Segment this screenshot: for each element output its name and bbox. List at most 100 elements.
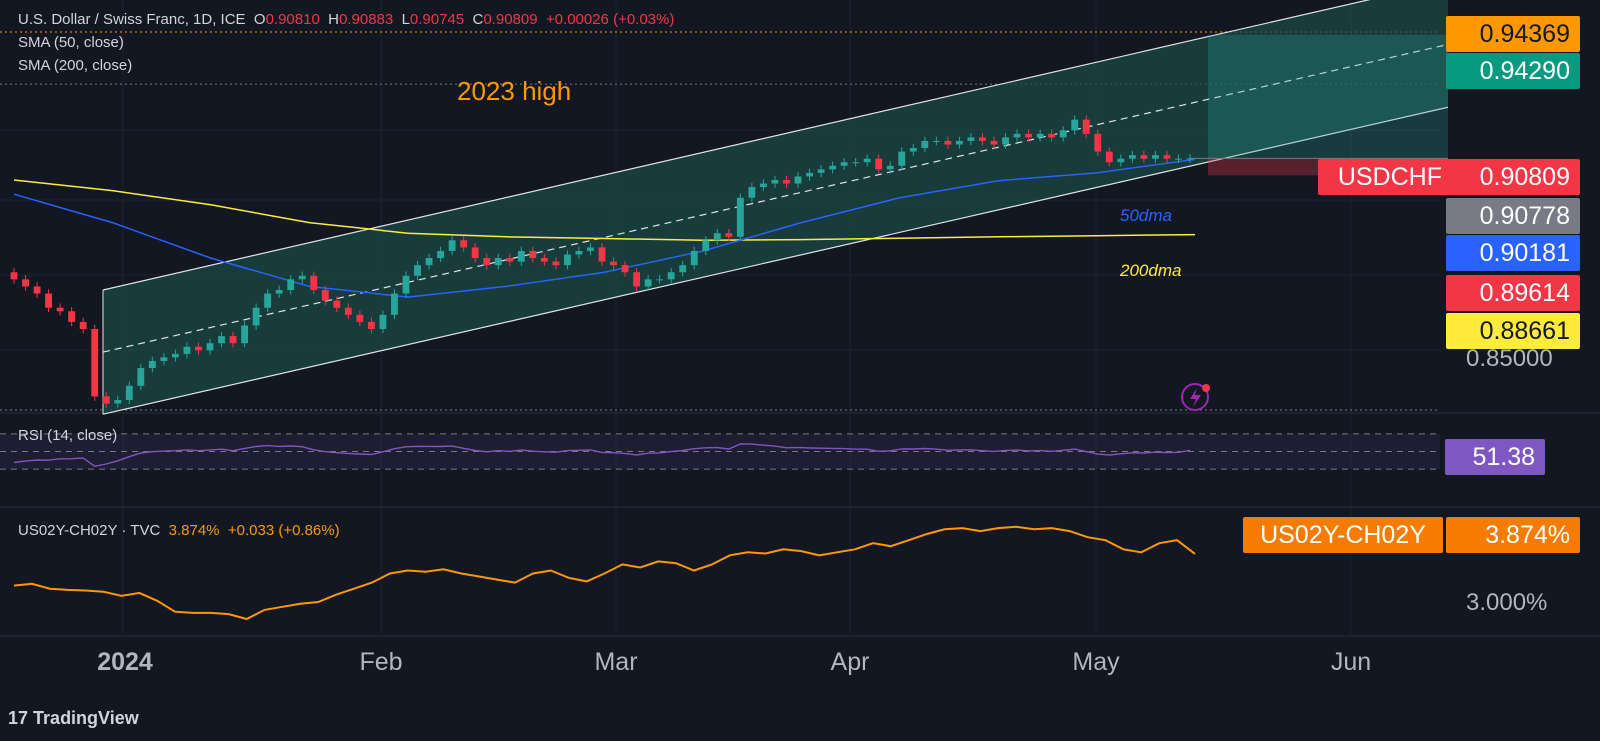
candle-57 [667,267,675,284]
annotation-50dma: 50dma [1120,206,1172,225]
candle-body-40 [471,247,479,259]
candle-12 [148,356,156,373]
candle-88 [1025,129,1033,142]
candle-29 [344,303,352,320]
symbol-title: U.S. Dollar / Swiss Franc, 1D, ICE [18,11,246,28]
rsi-legend[interactable]: RSI (14, close) [18,427,118,444]
candle-9 [114,395,122,408]
rsi-line [13,443,1191,468]
candle-body-101 [1175,158,1182,160]
candle-body-5 [68,311,76,322]
candle-body-46 [540,258,548,262]
candle-38 [448,236,456,256]
candle-body-17 [206,343,214,351]
x-label-year: 2024 [97,648,153,676]
candle-30 [356,310,364,327]
lightning-icon-ring [1181,383,1209,411]
candle-67 [783,175,790,188]
candle-body-64 [748,187,756,198]
candle-body-34 [402,275,410,294]
candle-body-31 [367,321,375,330]
candle-76 [886,161,894,174]
candle-85 [990,136,998,149]
candle-body-97 [1128,155,1136,159]
candle-body-78 [909,148,917,152]
sma200-legend[interactable]: SMA (200, close) [18,57,133,74]
tag-spread-value: 3.874% [1446,517,1580,553]
candle-81 [944,136,952,149]
candle-body-91 [1059,130,1067,138]
candle-62 [725,228,733,242]
channel-upper [102,0,1371,291]
candle-body-66 [771,179,779,184]
close-label: C [472,11,484,28]
candle-body-80 [932,140,940,142]
candle-body-2 [33,286,41,294]
tag-sma50: 0.90778 [1446,198,1580,234]
candle-49 [575,246,583,259]
candle-body-36 [425,258,433,266]
candle-body-75 [875,158,883,170]
candle-82 [955,136,963,149]
candle-body-0 [10,272,18,280]
candle-body-7 [91,329,99,397]
lightning-icon-dot [1202,384,1210,392]
candle-54 [633,267,641,291]
candle-body-47 [552,261,560,266]
candle-87 [1013,129,1021,142]
annotation-2023-high: 2023 high [457,76,572,106]
candle-body-10 [125,385,133,400]
candle-body-45 [529,250,537,259]
candle-37 [437,246,445,263]
candle-79 [921,136,929,153]
candle-body-35 [414,265,421,276]
candle-40 [471,243,479,263]
candle-48 [563,250,571,270]
candle-body-37 [437,250,445,259]
tradingview-logo[interactable]: 17 TradingView [8,708,139,729]
candle-66 [771,175,779,188]
candle-47 [552,257,560,270]
candle-101 [1175,154,1182,163]
candle-73 [852,157,860,167]
candle-body-102 [1186,158,1194,160]
rsi-pane [0,433,1440,470]
candle-body-77 [898,151,906,166]
candle-body-57 [667,272,675,280]
spread-legend[interactable]: US02Y-CH02Y · TVC 3.874% +0.033 (+0.86%) [18,522,340,539]
candle-body-56 [656,279,664,281]
candle-3 [45,289,53,312]
candle-body-67 [783,179,790,184]
brand-name: TradingView [33,708,139,728]
sma50-legend[interactable]: SMA (50, close) [18,34,124,51]
axis-label-300: 3.000% [1466,589,1548,616]
tag-sma-blue: 0.90181 [1446,235,1580,271]
candle-body-26 [310,275,318,290]
candle-body-86 [1002,137,1009,145]
candle-70 [817,165,825,178]
channel-fill [103,0,1448,415]
candle-body-93 [1082,119,1090,134]
candle-body-27 [321,289,329,301]
candle-body-44 [517,250,525,262]
candle-31 [367,317,375,334]
candle-body-62 [725,233,733,237]
candle-body-8 [102,396,110,404]
candle-body-89 [1036,133,1044,138]
candle-83 [967,133,975,146]
candle-body-92 [1071,119,1079,131]
candle-body-14 [171,353,179,358]
candle-body-21 [252,307,260,326]
high-value: 0.90883 [339,11,394,28]
candle-75 [875,154,883,174]
candle-body-61 [713,233,721,241]
candle-body-38 [448,240,456,251]
candle-98 [1140,150,1148,163]
close-value: 0.90809 [483,11,538,28]
candle-60 [702,236,710,256]
candle-body-73 [852,162,860,164]
channel-midline [102,43,1449,353]
candle-body-49 [575,250,583,255]
candle-body-24 [287,279,295,290]
